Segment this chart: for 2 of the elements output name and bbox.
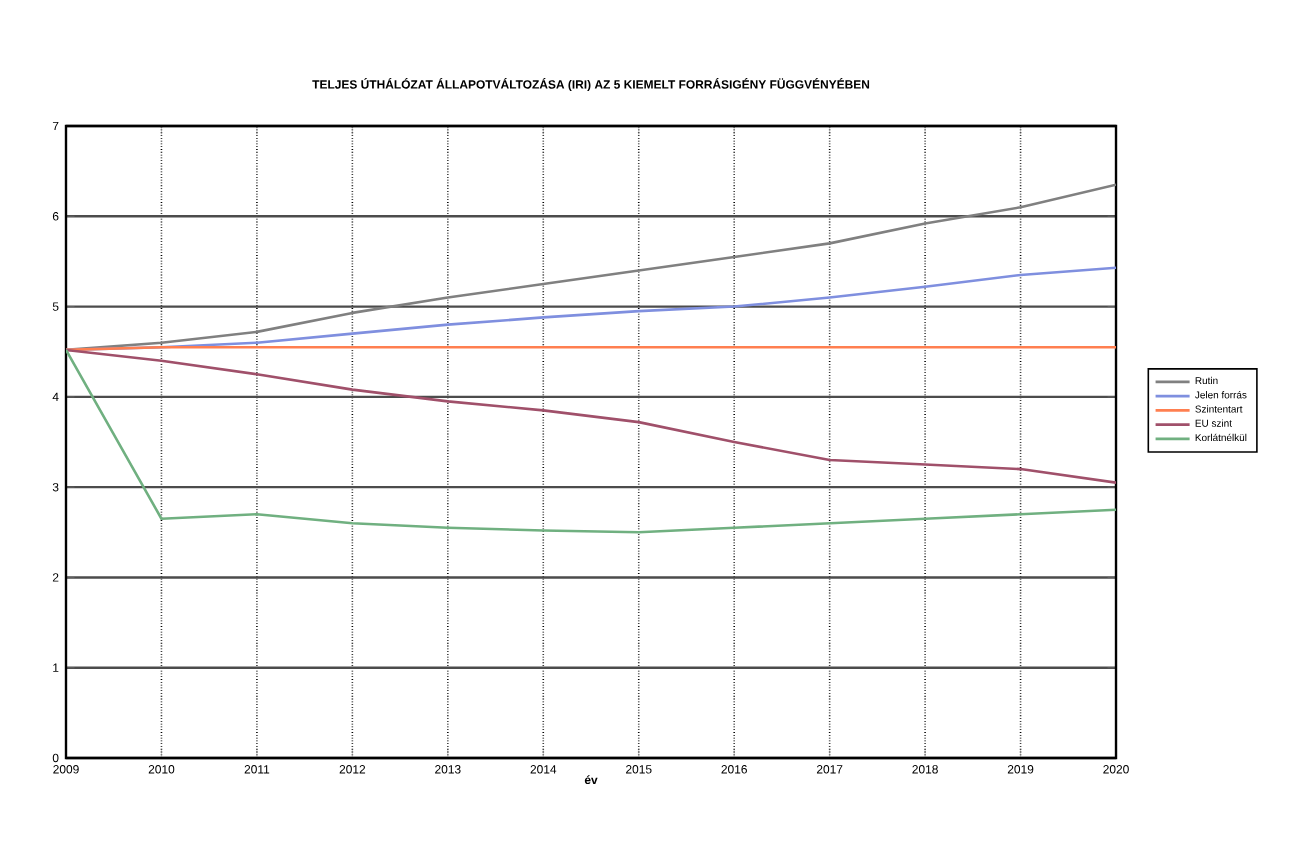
line-series xyxy=(66,348,1117,484)
line-series xyxy=(66,183,1117,352)
